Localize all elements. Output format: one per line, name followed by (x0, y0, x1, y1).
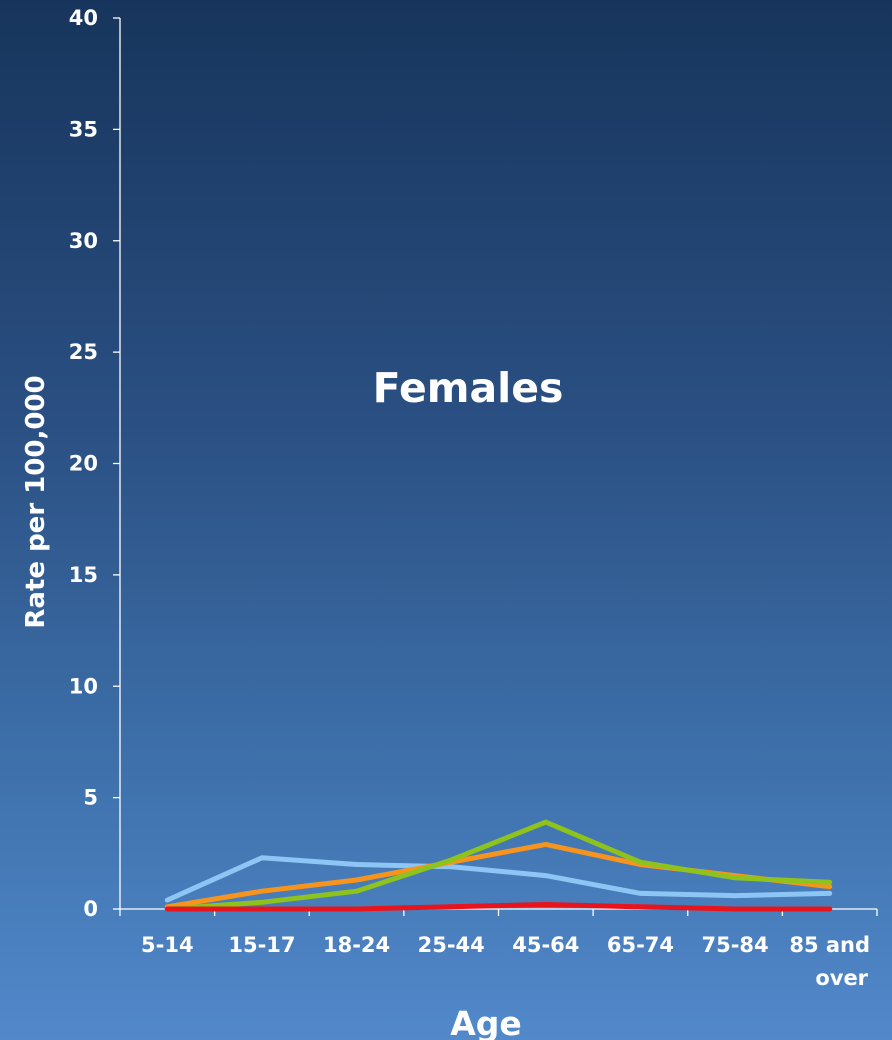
y-axis-title: Rate per 100,000 (21, 375, 51, 628)
x-tick-label: 45-64 (512, 933, 579, 957)
y-tick-label: 15 (69, 563, 98, 587)
y-tick-label: 25 (69, 340, 98, 364)
x-tick-label: 65-74 (607, 933, 674, 957)
y-tick-label: 5 (83, 786, 98, 810)
y-tick-label: 35 (69, 117, 98, 141)
series-line-1 (164, 855, 833, 903)
x-tick-label: 5-14 (141, 933, 194, 957)
series-line-4 (164, 902, 833, 912)
y-tick-label: 20 (69, 452, 98, 476)
x-ticks: 5-14 15-17 18-24 25-44 45-64 65-74 75-84 85 and… (119, 909, 878, 990)
x-axis-title: Age (450, 1004, 522, 1040)
x-tick-label: 18-24 (323, 933, 390, 957)
chart-title: Females (373, 364, 564, 412)
y-ticks: 0 5 10 15 20 25 30 35 40 (69, 6, 120, 921)
y-tick-label: 0 (83, 897, 98, 921)
y-tick-label: 10 (69, 674, 98, 698)
x-tick-label: 85 and over (789, 933, 870, 990)
series-layer (164, 819, 833, 912)
x-tick-label: 15-17 (228, 933, 295, 957)
x-tick-label: 75-84 (701, 933, 768, 957)
x-tick-label: 25-44 (418, 933, 485, 957)
axes (119, 18, 877, 910)
y-tick-label: 40 (69, 6, 98, 30)
y-tick-label: 30 (69, 229, 98, 253)
series-line-3 (164, 819, 833, 912)
